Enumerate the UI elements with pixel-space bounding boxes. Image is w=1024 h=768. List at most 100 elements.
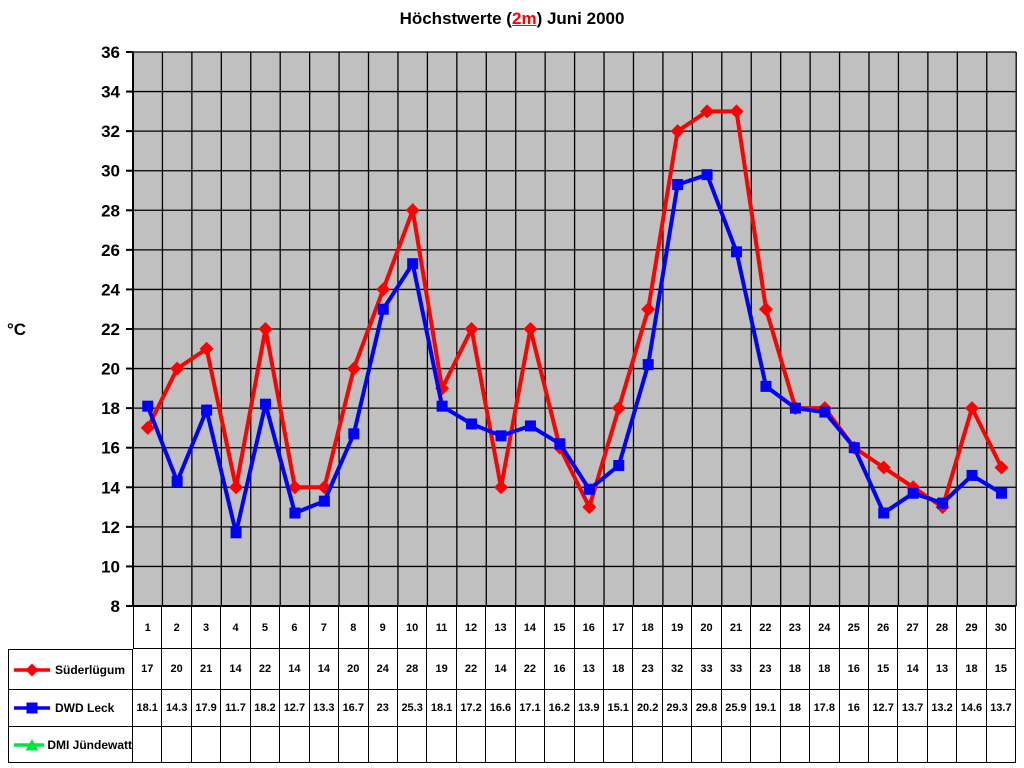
series-marker-0 — [611, 401, 626, 416]
series-marker-1 — [466, 418, 478, 430]
day-header-cell: 24 — [810, 606, 840, 649]
value-cell: 18.1 — [427, 690, 457, 727]
value-cell — [662, 727, 693, 763]
value-cell: 16.2 — [545, 690, 575, 727]
chart-title-prefix: Höchstwerte ( — [399, 9, 512, 28]
series-marker-1 — [524, 420, 536, 432]
series-marker-1 — [937, 497, 949, 509]
legend-label: DWD Leck — [55, 701, 115, 715]
series-marker-1 — [819, 406, 831, 418]
value-cell — [839, 727, 869, 763]
value-cell — [515, 727, 546, 763]
value-cell: 18.1 — [133, 690, 163, 727]
series-marker-0 — [965, 401, 980, 416]
day-header-cell: 26 — [868, 606, 899, 649]
day-header-cell: 9 — [368, 606, 398, 649]
value-cell — [986, 727, 1017, 763]
chart-title-height-tag: 2m — [511, 9, 537, 28]
value-cell: 13 — [574, 649, 604, 690]
value-cell — [545, 727, 575, 763]
day-header-cell: 27 — [898, 606, 928, 649]
day-header-cell: 11 — [427, 606, 457, 649]
series-marker-1 — [407, 258, 419, 270]
value-cell: 18 — [780, 690, 811, 727]
day-header-cell: 28 — [927, 606, 958, 649]
series-marker-0 — [994, 460, 1009, 475]
series-marker-0 — [199, 341, 214, 356]
value-cell — [868, 727, 899, 763]
value-cell — [604, 727, 634, 763]
value-cell: 13 — [927, 649, 958, 690]
day-header-cell: 17 — [604, 606, 634, 649]
value-cell: 14 — [221, 649, 251, 690]
day-header-cell: 6 — [280, 606, 310, 649]
y-tick-label: 32 — [101, 122, 120, 141]
day-header-cell: 13 — [486, 606, 516, 649]
y-tick-label: 26 — [101, 241, 120, 260]
series-marker-0 — [582, 500, 597, 515]
value-cell: 17.1 — [515, 690, 546, 727]
series-marker-0 — [229, 480, 244, 495]
value-cell: 11.7 — [221, 690, 251, 727]
value-cell: 28 — [397, 649, 428, 690]
y-tick-label: 18 — [101, 399, 120, 418]
y-tick-label: 8 — [111, 597, 120, 616]
value-cell: 23 — [368, 690, 398, 727]
y-tick-label: 28 — [101, 201, 120, 220]
value-cell: 17.9 — [191, 690, 222, 727]
legend-cell-1: DWD Leck — [8, 690, 133, 727]
value-cell: 14 — [486, 649, 516, 690]
value-cell — [339, 727, 369, 763]
series-marker-0 — [670, 124, 685, 139]
value-cell — [456, 727, 487, 763]
value-cell: 14 — [280, 649, 310, 690]
value-cell: 18 — [810, 649, 840, 690]
value-cell: 16.6 — [486, 690, 516, 727]
value-cell — [280, 727, 310, 763]
y-tick-label: 16 — [101, 439, 120, 458]
value-cell: 16 — [839, 649, 869, 690]
value-cell: 19.1 — [751, 690, 781, 727]
value-cell: 18 — [957, 649, 987, 690]
value-cell — [191, 727, 222, 763]
day-header-cell: 12 — [456, 606, 487, 649]
value-cell — [898, 727, 928, 763]
value-cell: 15 — [868, 649, 899, 690]
value-cell: 16 — [545, 649, 575, 690]
value-cell: 12.7 — [868, 690, 899, 727]
value-cell: 18.2 — [250, 690, 281, 727]
series-marker-1 — [907, 487, 919, 499]
series-marker-1 — [201, 404, 213, 416]
day-header-cell: 14 — [515, 606, 546, 649]
chart-title-suffix: ) Juni 2000 — [536, 9, 625, 28]
value-cell: 20 — [162, 649, 192, 690]
value-cell — [751, 727, 781, 763]
series-marker-1 — [495, 430, 507, 442]
y-tick-label: 22 — [101, 320, 120, 339]
value-cell — [250, 727, 281, 763]
series-marker-0 — [876, 460, 891, 475]
series-marker-0 — [641, 302, 656, 317]
value-cell — [721, 727, 752, 763]
value-cell — [692, 727, 722, 763]
value-cell — [309, 727, 340, 763]
series-marker-1 — [171, 475, 183, 487]
value-cell: 14.6 — [957, 690, 987, 727]
value-cell: 14 — [898, 649, 928, 690]
series-marker-1 — [731, 246, 743, 258]
series-marker-0 — [729, 104, 744, 119]
value-cell: 15.1 — [604, 690, 634, 727]
series-marker-1 — [230, 527, 242, 539]
value-cell: 29.8 — [692, 690, 722, 727]
value-cell — [486, 727, 516, 763]
value-cell — [368, 727, 398, 763]
triangle-legend-marker — [14, 738, 45, 750]
value-cell: 29.3 — [662, 690, 693, 727]
series-marker-1 — [377, 303, 389, 315]
series-marker-1 — [318, 495, 330, 507]
day-header-cell: 21 — [721, 606, 752, 649]
legend-label: Süderlügum — [55, 662, 126, 677]
series-marker-0 — [140, 420, 155, 435]
day-header-cell: 22 — [751, 606, 781, 649]
value-cell — [633, 727, 663, 763]
